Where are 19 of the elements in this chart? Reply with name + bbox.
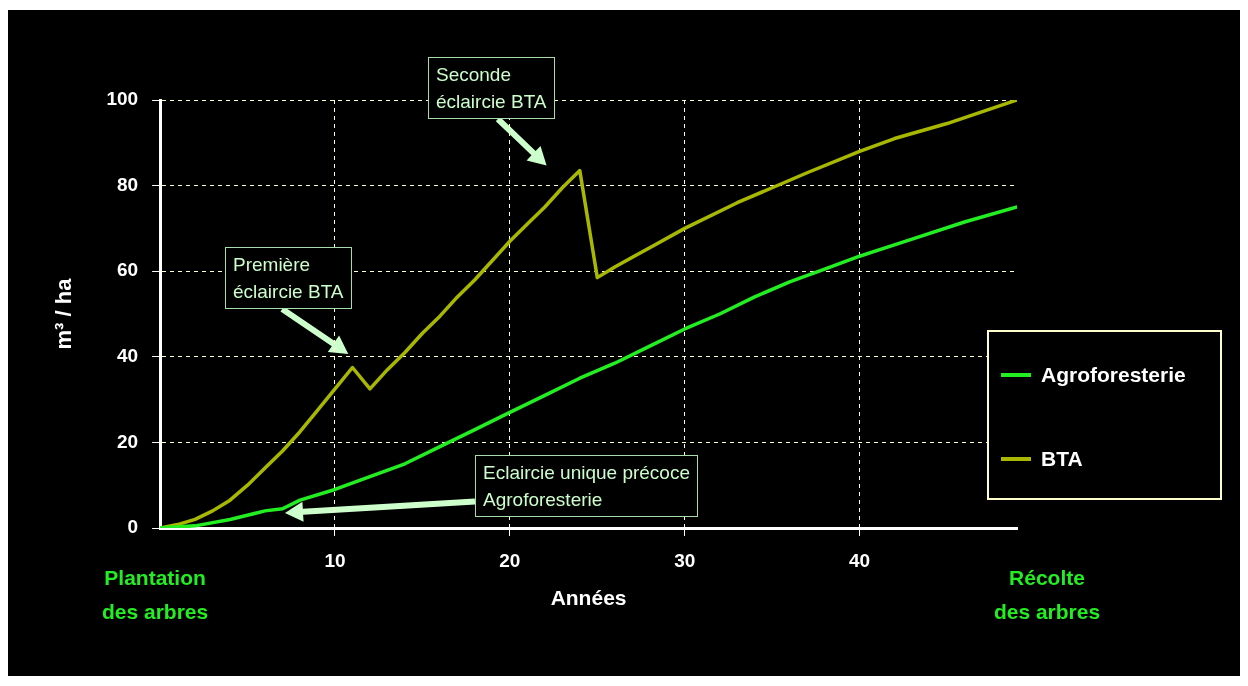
y-tick-label: 80: [116, 173, 139, 195]
y-tick-label: 40: [116, 345, 139, 367]
legend-label: BTA: [1041, 447, 1083, 471]
x-tick-label: 30: [674, 549, 696, 571]
x-axis-title: Années: [550, 586, 627, 610]
x-tick-label: 40: [849, 549, 871, 571]
y-tick-label: 100: [106, 88, 139, 110]
text: Plantation des arbres: [101, 565, 209, 623]
y-axis-title: m³ / ha: [51, 277, 77, 350]
x-tick-label: 20: [499, 549, 521, 571]
annotation: Première éclaircie BTA: [225, 247, 352, 309]
annotation: Seconde éclaircie BTA: [428, 57, 555, 119]
y-tick-label: 20: [116, 430, 139, 452]
y-tick-label: 0: [127, 516, 139, 538]
legend-label: Agroforesterie: [1041, 363, 1186, 387]
y-tick-label: 60: [116, 259, 139, 281]
x-tick-label: 10: [324, 549, 346, 571]
annotation: Eclaircie unique précoce Agroforesterie: [475, 455, 699, 517]
text: Récolte des arbres: [993, 565, 1101, 623]
